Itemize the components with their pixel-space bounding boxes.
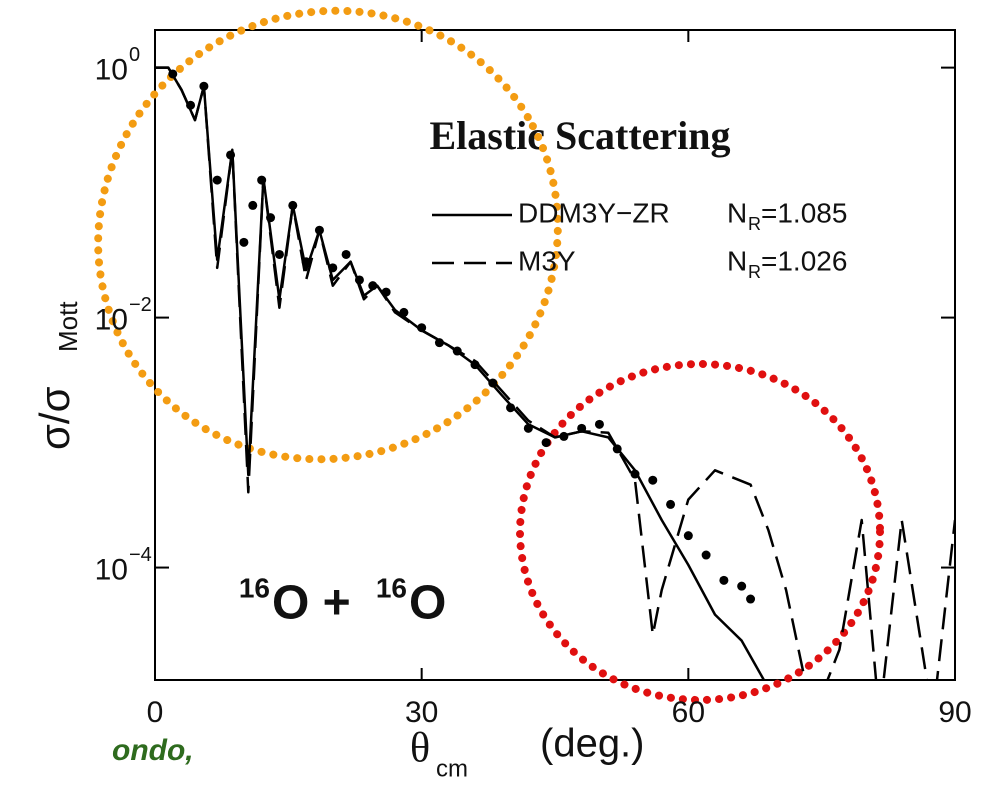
data-point bbox=[368, 281, 378, 291]
x-tick-label: 0 bbox=[147, 696, 164, 729]
y-tick-label: 10 bbox=[95, 553, 128, 586]
legend-norm-sub: R bbox=[748, 214, 761, 234]
data-point bbox=[541, 438, 551, 448]
data-point bbox=[434, 338, 444, 348]
data-point bbox=[666, 499, 676, 509]
data-point bbox=[719, 575, 729, 585]
y-axis-label: σ/σ Mott bbox=[31, 301, 83, 450]
x-tick-label: 60 bbox=[672, 696, 705, 729]
annotation-mass: 16 bbox=[239, 572, 270, 603]
annotation-mass: 16 bbox=[376, 572, 407, 603]
x-label-unit: (deg.) bbox=[540, 722, 645, 766]
y-tick-exponent: 0 bbox=[129, 44, 140, 66]
data-point bbox=[328, 263, 338, 273]
footnote: ondo, bbox=[112, 734, 194, 767]
data-point bbox=[186, 100, 196, 110]
legend-norm-value: =1.085 bbox=[761, 197, 847, 228]
legend-norm-sub: R bbox=[748, 262, 761, 282]
data-point bbox=[577, 423, 587, 433]
y-tick-label: 10 bbox=[95, 304, 128, 337]
legend-norm: N bbox=[727, 197, 747, 228]
annotation-text: O + bbox=[272, 577, 351, 630]
x-axis-label: θ cm (deg.) bbox=[410, 722, 645, 783]
data-point bbox=[488, 378, 498, 388]
x-label-sub: cm bbox=[436, 755, 468, 782]
data-point bbox=[381, 287, 391, 297]
data-point bbox=[506, 403, 516, 413]
legend-norm-value: =1.026 bbox=[761, 245, 847, 276]
data-point bbox=[452, 346, 462, 356]
data-point bbox=[301, 257, 311, 267]
legend-norm: N bbox=[727, 245, 747, 276]
y-label-main: σ/σ bbox=[31, 386, 78, 450]
data-point bbox=[612, 444, 622, 454]
data-point bbox=[594, 419, 604, 429]
data-point bbox=[341, 249, 351, 259]
plot-area bbox=[155, 66, 955, 680]
data-point bbox=[248, 200, 258, 210]
chart-title: Elastic Scattering bbox=[429, 113, 730, 158]
plot-frame bbox=[154, 29, 956, 681]
y-tick-exponent: −4 bbox=[129, 544, 152, 566]
y-tick-label: 10 bbox=[95, 54, 128, 87]
data-point bbox=[274, 249, 284, 259]
y-tick-exponent: −2 bbox=[129, 294, 152, 316]
x-tick-label: 30 bbox=[405, 696, 438, 729]
data-point bbox=[746, 594, 756, 604]
data-point bbox=[470, 360, 480, 370]
highlight-ellipse bbox=[516, 360, 884, 704]
data-point bbox=[168, 69, 178, 79]
data-point bbox=[523, 423, 533, 433]
data-point bbox=[212, 175, 222, 185]
x-tick-label: 90 bbox=[938, 696, 971, 729]
data-point bbox=[354, 275, 364, 285]
data-point bbox=[399, 307, 409, 317]
data-point bbox=[257, 175, 267, 185]
data-point bbox=[559, 431, 569, 441]
data-point bbox=[417, 323, 427, 333]
annotation-text: O bbox=[409, 577, 446, 630]
y-label-sub: Mott bbox=[53, 301, 83, 352]
data-line bbox=[155, 66, 765, 680]
data-point bbox=[226, 150, 236, 160]
legend-label: DDM3Y−ZR bbox=[518, 197, 670, 228]
x-label-main: θ bbox=[410, 726, 430, 772]
legend-label: M3Y bbox=[518, 245, 576, 276]
data-point bbox=[737, 581, 747, 591]
data-point bbox=[288, 200, 298, 210]
annotation: 16 O + 16 O bbox=[239, 572, 447, 629]
data-point bbox=[199, 81, 209, 91]
data-point bbox=[239, 237, 249, 247]
data-point bbox=[648, 475, 658, 485]
data-point bbox=[683, 531, 693, 541]
highlight-ellipse bbox=[94, 6, 562, 464]
data-point bbox=[701, 550, 711, 560]
data-point bbox=[314, 225, 324, 235]
data-point bbox=[266, 213, 276, 223]
data-point bbox=[630, 469, 640, 479]
